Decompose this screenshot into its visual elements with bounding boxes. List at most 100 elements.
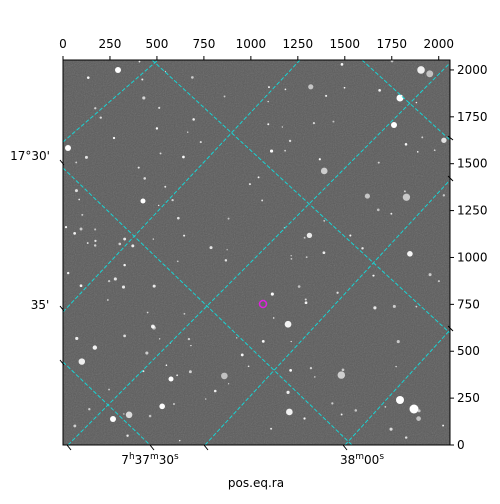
star (391, 122, 397, 128)
star (284, 320, 292, 328)
star (288, 139, 292, 143)
star (123, 237, 127, 241)
world-ticks (59, 135, 454, 451)
x-tick-label: 2000 (423, 37, 454, 51)
y-tick-label: 1750 (457, 110, 488, 124)
star (73, 231, 77, 235)
star (123, 263, 126, 267)
grid-line-ra (67, 62, 450, 445)
star (332, 120, 335, 123)
star (304, 298, 307, 301)
star (145, 351, 149, 355)
star (94, 239, 97, 243)
star (284, 149, 287, 152)
star (390, 60, 394, 63)
star (336, 291, 339, 294)
x-tick-label: 250 (99, 37, 122, 51)
star (142, 96, 146, 100)
star (159, 152, 162, 155)
star (107, 279, 111, 283)
star (290, 340, 292, 343)
target-marker (258, 299, 268, 309)
star (437, 280, 440, 283)
star (78, 358, 86, 365)
ra-tick-part: 7 (121, 453, 129, 467)
star (261, 199, 264, 202)
star (235, 337, 238, 339)
y-tick-label: 250 (457, 391, 480, 405)
star (183, 234, 186, 237)
star (313, 376, 316, 378)
star (176, 374, 179, 377)
star (257, 176, 260, 179)
star (361, 247, 364, 250)
star (204, 398, 207, 400)
star (378, 89, 381, 92)
star (64, 226, 68, 229)
star (187, 131, 189, 133)
star (142, 370, 145, 373)
star (191, 76, 194, 79)
star (165, 364, 168, 366)
star (308, 84, 314, 90)
coordinate-grid (63, 60, 450, 445)
star (415, 101, 418, 104)
star (78, 198, 81, 201)
star (384, 406, 387, 408)
star (155, 127, 159, 130)
star (325, 94, 328, 97)
star (226, 249, 228, 251)
ra-tick-part: m (150, 452, 159, 462)
star (404, 436, 408, 439)
star (213, 389, 217, 393)
star (183, 312, 186, 315)
star (281, 126, 284, 128)
star (148, 414, 152, 418)
x-tick-label: 0 (59, 37, 67, 51)
star (421, 136, 424, 139)
grid-line-dec (151, 60, 450, 334)
star (323, 219, 326, 222)
star (340, 413, 343, 416)
ra-tick-part: 00 (364, 453, 379, 467)
star (268, 86, 270, 89)
y-tick-label: 500 (457, 344, 480, 358)
star (289, 368, 293, 372)
star (121, 285, 126, 289)
star (306, 232, 313, 239)
star (354, 409, 358, 412)
star (108, 388, 110, 391)
star (377, 161, 380, 164)
star (86, 242, 89, 245)
star (309, 367, 313, 370)
image-noise (63, 60, 450, 445)
star (65, 145, 71, 151)
star (93, 244, 97, 247)
star (416, 416, 421, 421)
star (151, 324, 155, 329)
star (322, 251, 326, 255)
star (140, 198, 146, 204)
star (164, 70, 167, 73)
frame (62, 59, 451, 446)
star (224, 259, 228, 262)
star (303, 417, 306, 420)
star (303, 236, 306, 239)
star (112, 136, 116, 140)
star (141, 78, 144, 81)
star (94, 228, 97, 231)
star (403, 190, 406, 193)
ra-tick-part: h (129, 452, 135, 462)
star (304, 301, 308, 305)
grid-line-ra (63, 60, 301, 313)
grid-line-dec (361, 60, 450, 141)
star (416, 151, 419, 153)
star (442, 194, 446, 197)
y-tick-label: 750 (457, 297, 480, 311)
star (372, 274, 375, 277)
star (407, 250, 413, 257)
star (118, 242, 122, 246)
y-tick-label: 2000 (457, 63, 488, 77)
star (188, 370, 192, 374)
